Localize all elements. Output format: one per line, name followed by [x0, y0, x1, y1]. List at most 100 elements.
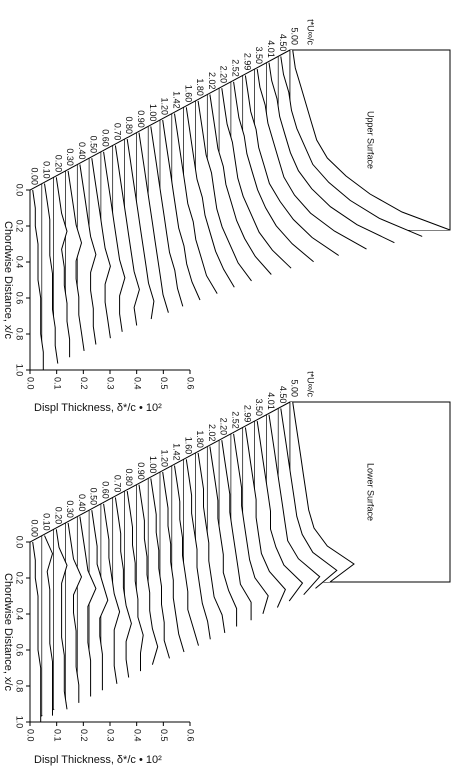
curve-fill	[100, 503, 120, 684]
depth-label: 0.80	[124, 117, 134, 135]
depth-label: 4.01	[266, 392, 276, 410]
y-tick-label: 0.3	[106, 729, 116, 742]
y-axis-title: Displ Thickness, δ*/c • 10²	[34, 402, 162, 414]
depth-label: 3.50	[254, 399, 264, 417]
depth-label: 2.02	[207, 424, 217, 442]
y-tick-label: 0.1	[52, 729, 62, 742]
y-tick-label: 0.2	[79, 377, 89, 390]
depth-label: 2.99	[242, 405, 252, 423]
curve	[103, 503, 121, 684]
x-tick-label: 0.6	[15, 644, 25, 657]
curve	[174, 113, 218, 294]
y-tick-label: 0.4	[132, 729, 142, 742]
depth-label: 0.50	[89, 488, 99, 506]
x-axis-title: Chordwise Distance, x/c	[2, 573, 14, 691]
depth-label: 0.60	[101, 129, 111, 147]
depth-label: 0.30	[65, 500, 75, 518]
curve	[221, 88, 292, 269]
curve-fill	[30, 542, 41, 722]
curve	[280, 56, 423, 237]
y-tick-label: 0.6	[186, 729, 196, 742]
depth-title: t*U∞/c	[306, 371, 316, 397]
depth-label: 1.00	[148, 104, 158, 122]
depth-label: 4.50	[278, 34, 288, 52]
curve	[209, 94, 272, 275]
curve	[174, 465, 199, 646]
depth-label: 1.42	[171, 443, 181, 461]
depth-label: 4.50	[278, 386, 288, 404]
y-axis-title: Displ Thickness, δ*/c • 10²	[34, 754, 162, 766]
curve-fill	[148, 478, 170, 659]
panel: Lower Surface 5.004.504.013.502.992.522.2…	[2, 371, 451, 742]
depth-label: 0.00	[30, 519, 40, 537]
depth-label: 0.70	[112, 475, 122, 493]
curve-fill	[53, 529, 67, 710]
curve	[233, 433, 269, 614]
depth-label: 0.70	[112, 123, 122, 141]
curve	[150, 126, 184, 307]
curve-fill	[77, 164, 96, 345]
panel-label: Upper Surface	[366, 111, 376, 169]
curve	[209, 446, 238, 627]
depth-label: 1.20	[160, 97, 170, 115]
curve	[126, 139, 155, 320]
curve	[32, 189, 44, 370]
depth-label: 2.99	[242, 53, 252, 71]
depth-label: 2.52	[231, 411, 241, 429]
curve	[280, 408, 338, 589]
depth-label: 0.10	[41, 513, 51, 531]
curve	[292, 401, 355, 583]
x-tick-label: 1.0	[15, 364, 25, 377]
depth-label: 1.80	[195, 78, 205, 96]
curve-fill	[65, 170, 85, 351]
curve	[67, 170, 85, 351]
depth-label: 1.60	[183, 85, 193, 103]
depth-label: 5.00	[290, 379, 300, 397]
curve-fill	[160, 472, 184, 652]
y-tick-label: 0.1	[52, 377, 62, 390]
depth-label: 0.20	[53, 155, 63, 173]
depth-label: 2.20	[219, 66, 229, 84]
curve-fill	[171, 465, 199, 646]
curve-fill	[207, 446, 237, 627]
curve-fill	[266, 414, 320, 595]
curve	[162, 471, 185, 653]
depth-label: 0.60	[101, 481, 111, 499]
depth-label: 4.01	[266, 40, 276, 58]
curve-fill	[89, 510, 108, 691]
x-tick-label: 0.4	[15, 256, 25, 269]
curve-fill	[195, 452, 225, 633]
curve	[91, 158, 111, 339]
curve-fill	[219, 440, 252, 621]
depth-label: 3.50	[254, 47, 264, 65]
depth-label: 0.10	[41, 161, 51, 179]
curve	[150, 478, 170, 659]
y-tick-label: 0.5	[159, 377, 169, 390]
curve	[256, 69, 367, 250]
x-axis-title: Chordwise Distance, x/c	[2, 221, 14, 339]
curve	[55, 529, 68, 710]
panel-label: Lower Surface	[366, 463, 376, 521]
curve-fill	[112, 497, 132, 678]
curve-fill	[100, 151, 125, 332]
depth-label: 1.00	[148, 456, 158, 474]
curve	[114, 145, 140, 326]
x-tick-label: 0.0	[15, 184, 25, 197]
curve	[79, 164, 97, 345]
depth-label: 1.80	[195, 430, 205, 448]
depth-label: 0.80	[124, 469, 134, 487]
curve	[138, 484, 159, 665]
depth-label: 5.00	[290, 27, 300, 45]
y-tick-label: 0.0	[26, 729, 36, 742]
y-tick-label: 0.3	[106, 377, 116, 390]
depth-label: 0.20	[53, 507, 63, 525]
curve	[244, 75, 339, 256]
y-tick-label: 0.0	[26, 377, 36, 390]
curve	[138, 132, 169, 313]
depth-label: 0.30	[65, 148, 75, 166]
curve-fill	[30, 190, 44, 370]
curve-fill	[77, 516, 96, 697]
curve	[91, 510, 109, 691]
